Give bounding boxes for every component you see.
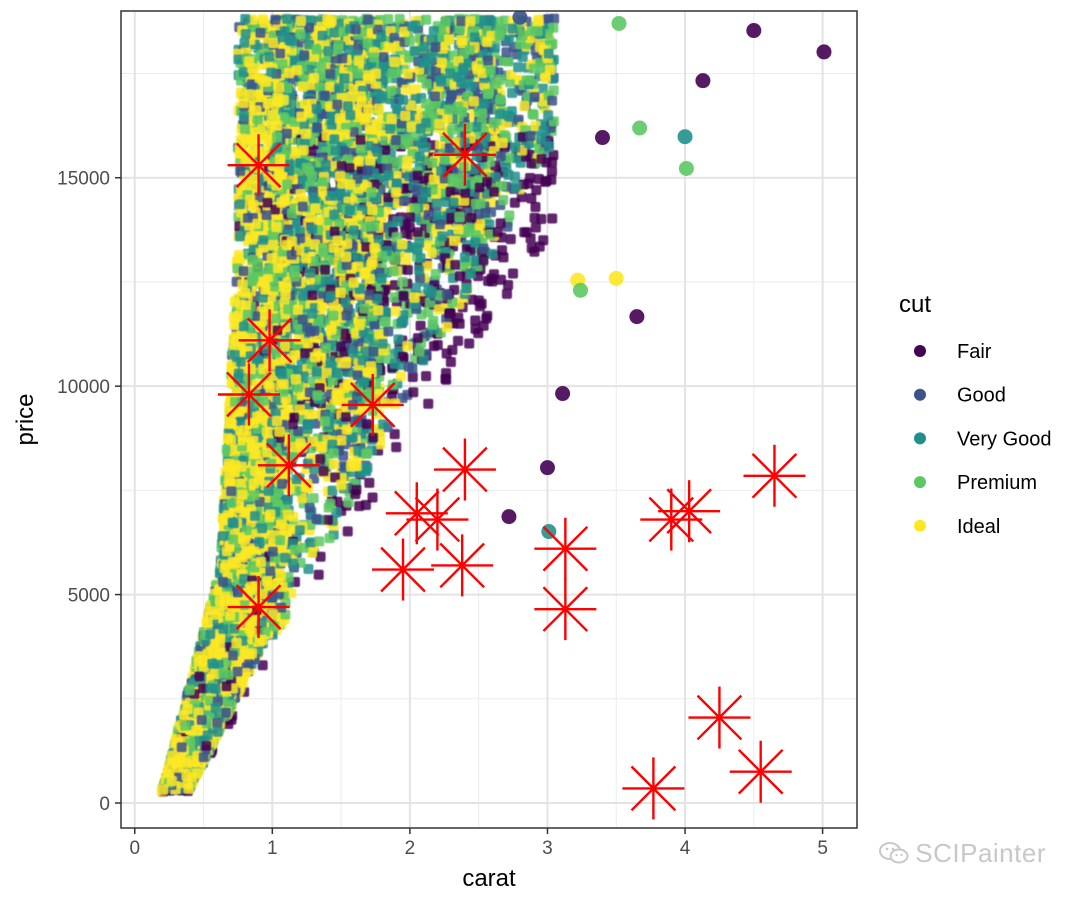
data-point — [434, 304, 445, 315]
data-point — [501, 288, 512, 299]
data-point — [484, 219, 495, 230]
data-point — [494, 74, 505, 85]
data-point — [470, 323, 481, 334]
data-point — [526, 193, 537, 204]
data-point — [507, 87, 518, 98]
data-point — [393, 334, 404, 345]
data-point — [415, 320, 426, 331]
data-point — [508, 268, 519, 279]
data-point — [428, 26, 439, 37]
data-point — [531, 185, 542, 196]
data-point — [441, 348, 452, 359]
data-point — [360, 499, 371, 510]
data-point — [547, 213, 558, 224]
data-point — [238, 266, 249, 277]
data-point — [421, 371, 432, 382]
data-point — [408, 387, 419, 398]
data-point — [422, 261, 433, 272]
data-point — [374, 329, 385, 340]
data-point — [431, 198, 442, 209]
data-point — [454, 318, 465, 329]
data-point — [530, 202, 541, 213]
data-point — [306, 547, 317, 558]
data-point — [411, 84, 422, 95]
data-point — [464, 338, 475, 349]
data-point — [470, 315, 481, 326]
data-point — [303, 563, 314, 574]
data-point — [421, 14, 432, 25]
data-point — [453, 335, 464, 346]
data-point — [510, 142, 521, 153]
data-point — [509, 197, 520, 208]
data-point — [331, 507, 342, 518]
data-point — [547, 166, 558, 177]
data-point — [386, 85, 397, 96]
data-point — [324, 533, 335, 544]
data-point — [315, 551, 326, 562]
data-point — [415, 273, 426, 284]
data-point — [257, 660, 268, 671]
data-point — [410, 282, 421, 293]
data-point — [378, 419, 389, 430]
data-point — [435, 140, 446, 151]
data-point — [389, 429, 400, 440]
data-point — [327, 485, 338, 496]
diamond-points — [157, 13, 560, 797]
data-point — [407, 371, 418, 382]
data-point — [308, 493, 319, 504]
data-point — [530, 222, 541, 233]
data-point — [336, 435, 347, 446]
